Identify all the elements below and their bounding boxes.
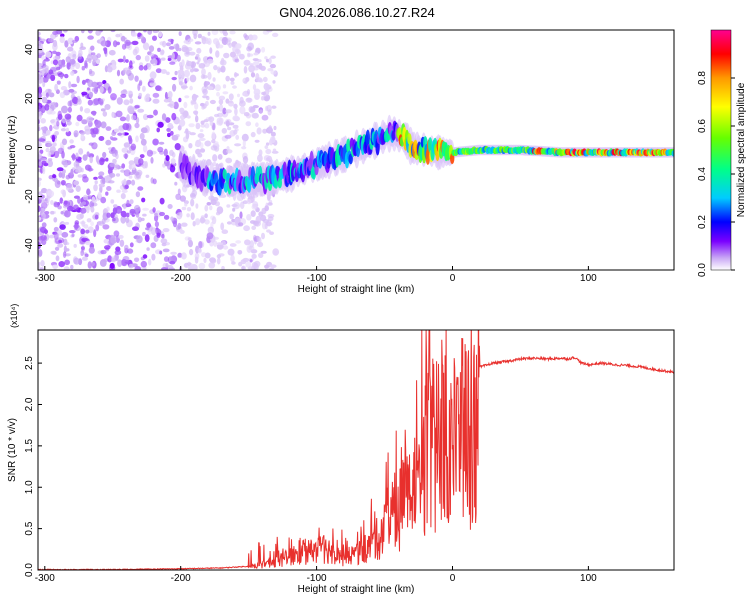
top-y-tick-label: -40 <box>24 238 35 253</box>
top-x-tick-label: -200 <box>171 273 191 284</box>
bottom-x-tick-label: -300 <box>35 573 55 584</box>
bottom-x-tick-label: 100 <box>580 573 597 584</box>
colorbar-gradient <box>710 29 732 271</box>
top-x-tick-label: -300 <box>35 273 55 284</box>
top-y-tick-label: 20 <box>24 93 35 105</box>
bottom-y-tick-label: 0.5 <box>24 521 35 535</box>
top-x-tick-label: 100 <box>580 273 597 284</box>
spectrogram-frame <box>37 29 675 271</box>
top-x-tick-label: 0 <box>450 273 456 284</box>
ridge-cell <box>223 182 229 193</box>
bottom-y-tick-label: 0.0 <box>24 563 35 577</box>
bottom-y-axis-label: SNR (10 * v/v) <box>7 418 18 482</box>
ridge-cell <box>346 138 351 153</box>
top-y-axis-label: Frequency (Hz) <box>7 116 18 185</box>
bottom-x-tick-label: -100 <box>307 573 327 584</box>
bottom-x-axis-label: Height of straight line (km) <box>298 584 415 595</box>
bottom-y-tick-label: 2.0 <box>24 397 35 411</box>
chart-title: GN04.2026.086.10.27.R24 <box>279 5 434 20</box>
bottom-y-tick-label: 1.0 <box>24 480 35 494</box>
top-y-tick-label: 0 <box>24 144 35 150</box>
ridge-cell <box>365 129 370 147</box>
top-y-tick-label: -20 <box>24 189 35 204</box>
ridge-cell <box>407 133 412 145</box>
snr-series-line <box>38 330 674 570</box>
colorbar-tick-label: 0.8 <box>697 71 708 85</box>
bottom-x-tick-label: -200 <box>171 573 191 584</box>
colorbar-tick-label: 0.0 <box>697 263 708 277</box>
ridge-cell <box>671 150 674 157</box>
colorbar-tick-label: 0.4 <box>697 167 708 181</box>
colorbar-tick-label: 0.2 <box>697 215 708 229</box>
bottom-x-tick-label: 0 <box>450 573 456 584</box>
colorbar: 0.0 0.2 0.4 0.6 0.8 Normalized spectral ampl… <box>697 29 747 277</box>
bottom-y-tick-label: 1.5 <box>24 438 35 452</box>
colorbar-tick-label: 0.6 <box>697 119 708 133</box>
y-multiplier-label: (x10⁴) <box>9 304 19 328</box>
top-x-tick-label: -100 <box>307 273 327 284</box>
snr-frame <box>37 329 675 571</box>
bottom-y-tick-label: 2.5 <box>24 356 35 370</box>
colorbar-label: Normalized spectral amplitude <box>736 82 747 217</box>
ridge-cell <box>348 153 353 165</box>
snr-panel: -300 -200 -100 0 100 0.0 0.5 1.0 1.5 2.0 2.5 Heig… <box>7 304 675 595</box>
top-y-tick-label: 40 <box>24 44 35 56</box>
top-x-axis-label: Height of straight line (km) <box>298 284 415 295</box>
